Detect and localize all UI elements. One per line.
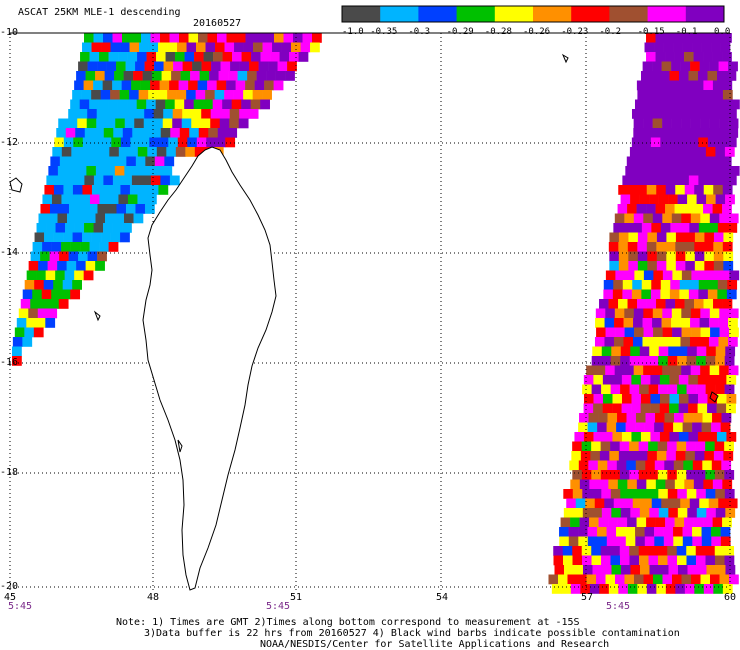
chart-date: 20160527 xyxy=(193,18,242,29)
colorbar-swatch xyxy=(609,6,649,22)
colorbar-tick-label: -0.3 xyxy=(408,27,431,37)
colorbar-tick-label: -0.23 xyxy=(561,27,589,37)
lat-label: -20 xyxy=(0,581,19,592)
coastline-madagascar xyxy=(9,53,719,591)
colorbar xyxy=(341,5,725,23)
lat-label: -12 xyxy=(0,137,19,148)
colorbar-tick-label: 0.0 xyxy=(714,27,731,37)
lat-label: -10 xyxy=(0,27,19,38)
lon-label: 54 xyxy=(436,592,449,603)
footer-credit: NOAA/NESDIS/Center for Satellite Applica… xyxy=(260,639,610,650)
colorbar-tick-label: -0.26 xyxy=(523,27,551,37)
footer-note-1: Note: 1) Times are GMT 2)Times along bot… xyxy=(116,617,580,628)
lon-label: 48 xyxy=(147,592,160,603)
chart-title: ASCAT 25KM MLE-1 descending xyxy=(18,7,181,18)
colorbar-tick-label: -0.29 xyxy=(446,27,474,37)
colorbar-swatch xyxy=(647,6,687,22)
colorbar-tick-label: -1.0 xyxy=(342,27,364,37)
colorbar-swatch xyxy=(456,6,496,22)
colorbar-swatch xyxy=(494,6,534,22)
lon-label: 60 xyxy=(724,592,737,603)
time-label: 5:45 xyxy=(606,601,631,612)
lon-label: 51 xyxy=(290,592,303,603)
colorbar-swatch xyxy=(685,6,725,22)
colorbar-tick-label: -0.15 xyxy=(637,27,665,37)
colorbar-tick-label: -0.1 xyxy=(675,27,698,37)
colorbar-tick-label: -0.2 xyxy=(599,27,622,37)
colorbar-tick-label: -0.28 xyxy=(484,27,512,37)
lat-label: -14 xyxy=(0,247,19,258)
data-swath-east xyxy=(548,33,740,594)
colorbar-swatch xyxy=(418,6,458,22)
lat-label: -18 xyxy=(0,467,19,478)
data-swath-west xyxy=(12,33,322,366)
graticule-grid xyxy=(9,32,731,590)
lon-label: 57 xyxy=(581,592,594,603)
colorbar-swatch xyxy=(533,6,572,22)
time-label: 5:45 xyxy=(266,601,291,612)
lat-label: -16 xyxy=(0,357,19,368)
colorbar-swatch xyxy=(571,6,610,22)
colorbar-tick-label: -0.35 xyxy=(370,27,398,37)
colorbar-swatch xyxy=(380,6,419,22)
lon-label: 45 xyxy=(4,592,17,603)
time-label: 5:45 xyxy=(8,601,33,612)
footer-note-2: 3)Data buffer is 22 hrs from 20160527 4)… xyxy=(144,628,680,639)
colorbar-swatch xyxy=(342,6,381,22)
